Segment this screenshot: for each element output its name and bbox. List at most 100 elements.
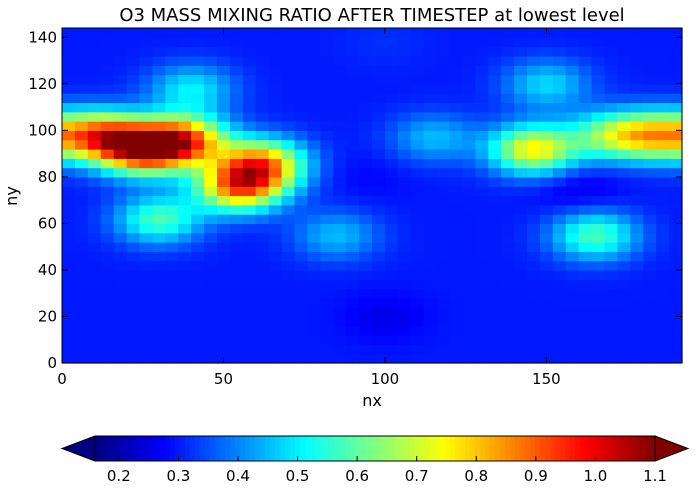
heatmap-cell bbox=[384, 176, 399, 187]
heatmap-cell bbox=[191, 111, 205, 122]
heatmap-cell bbox=[656, 167, 670, 178]
heatmap-cell bbox=[294, 353, 309, 364]
heatmap-cell bbox=[514, 139, 528, 150]
heatmap-cell bbox=[656, 195, 670, 206]
heatmap-cell bbox=[578, 130, 593, 141]
heatmap-cell bbox=[242, 204, 257, 215]
heatmap-cell bbox=[449, 167, 464, 178]
heatmap-cell bbox=[242, 46, 257, 57]
heatmap-cell bbox=[462, 335, 476, 345]
heatmap-cell bbox=[229, 83, 244, 94]
heatmap-cell bbox=[372, 74, 386, 85]
heatmap-cell bbox=[539, 167, 554, 178]
heatmap-cell bbox=[139, 74, 154, 85]
heatmap-cell bbox=[333, 55, 347, 66]
colorbar-segment bbox=[570, 436, 576, 461]
heatmap-cell bbox=[630, 176, 644, 187]
heatmap-cell bbox=[410, 121, 425, 131]
heatmap-cell bbox=[501, 37, 515, 48]
heatmap-cell bbox=[346, 186, 360, 197]
heatmap-cell bbox=[359, 297, 373, 308]
heatmap-cell bbox=[617, 325, 631, 336]
heatmap-cell bbox=[126, 186, 141, 197]
heatmap-cell bbox=[229, 65, 244, 76]
heatmap-cell bbox=[191, 148, 205, 159]
heatmap-cell bbox=[152, 325, 166, 336]
heatmap-cell bbox=[346, 139, 360, 150]
heatmap-cell bbox=[656, 28, 670, 38]
heatmap-cell bbox=[475, 335, 489, 345]
y-tick-label: 40 bbox=[38, 261, 57, 279]
heatmap-cell bbox=[501, 83, 515, 94]
heatmap-cell bbox=[514, 65, 528, 76]
colorbar-segment bbox=[255, 436, 261, 461]
heatmap-cell bbox=[113, 111, 128, 122]
heatmap-cell bbox=[527, 279, 541, 290]
heatmap-cell bbox=[294, 176, 309, 187]
heatmap-cell bbox=[527, 111, 541, 122]
heatmap-cell bbox=[320, 325, 334, 336]
heatmap-cell bbox=[359, 111, 373, 122]
heatmap-cell bbox=[87, 176, 102, 187]
heatmap-cell bbox=[604, 139, 619, 150]
heatmap-cell bbox=[62, 325, 76, 336]
heatmap-cell bbox=[333, 46, 347, 57]
heatmap-cell bbox=[191, 344, 205, 355]
heatmap-cell bbox=[372, 297, 386, 308]
heatmap-cell bbox=[436, 148, 451, 159]
heatmap-cell bbox=[527, 130, 541, 141]
heatmap-cell bbox=[100, 186, 115, 197]
heatmap-cell bbox=[126, 102, 141, 113]
heatmap-cell bbox=[346, 307, 360, 318]
heatmap-cell bbox=[410, 325, 425, 336]
heatmap-cell bbox=[87, 316, 102, 327]
heatmap-cell bbox=[397, 130, 412, 141]
heatmap-cell bbox=[462, 121, 476, 131]
heatmap-cell bbox=[591, 93, 606, 104]
heatmap-cell bbox=[281, 269, 296, 280]
heatmap-cell bbox=[669, 83, 683, 94]
heatmap-cell bbox=[397, 353, 412, 364]
heatmap-cell bbox=[255, 353, 270, 364]
heatmap-cell bbox=[165, 260, 179, 271]
colorbar-segment bbox=[235, 436, 241, 461]
heatmap-cell bbox=[527, 344, 541, 355]
heatmap-cell bbox=[436, 214, 451, 225]
heatmap-cell bbox=[242, 344, 257, 355]
heatmap-cell bbox=[255, 335, 270, 345]
heatmap-cell bbox=[152, 167, 166, 178]
heatmap-cell bbox=[204, 65, 218, 76]
heatmap-cell bbox=[539, 148, 554, 159]
heatmap-cell bbox=[565, 325, 580, 336]
heatmap-cell bbox=[410, 139, 425, 150]
heatmap-cell bbox=[178, 74, 192, 85]
heatmap-cell bbox=[539, 121, 554, 131]
heatmap-cell bbox=[294, 121, 309, 131]
heatmap-cell bbox=[423, 148, 438, 159]
heatmap-cell bbox=[643, 307, 657, 318]
heatmap-cell bbox=[217, 260, 231, 271]
heatmap-cell bbox=[139, 28, 154, 38]
heatmap-cell bbox=[242, 121, 257, 131]
heatmap-cell bbox=[372, 65, 386, 76]
heatmap-cell bbox=[656, 316, 670, 327]
heatmap-cell bbox=[423, 65, 438, 76]
heatmap-cell bbox=[591, 242, 606, 252]
heatmap-cell bbox=[165, 344, 179, 355]
heatmap-cell bbox=[488, 102, 502, 113]
heatmap-cell bbox=[539, 83, 554, 94]
heatmap-cell bbox=[307, 232, 321, 243]
heatmap-cell bbox=[320, 204, 334, 215]
heatmap-cell bbox=[294, 74, 309, 85]
heatmap-cell bbox=[565, 65, 580, 76]
colorbar-segment bbox=[340, 436, 346, 461]
heatmap-cell bbox=[165, 102, 179, 113]
heatmap-cell bbox=[410, 130, 425, 141]
heatmap-cell bbox=[346, 148, 360, 159]
heatmap-cell bbox=[229, 279, 244, 290]
heatmap-cell bbox=[449, 232, 464, 243]
heatmap-cell bbox=[113, 74, 128, 85]
heatmap-cell bbox=[462, 167, 476, 178]
heatmap-cell bbox=[604, 269, 619, 280]
heatmap-cell bbox=[630, 242, 644, 252]
